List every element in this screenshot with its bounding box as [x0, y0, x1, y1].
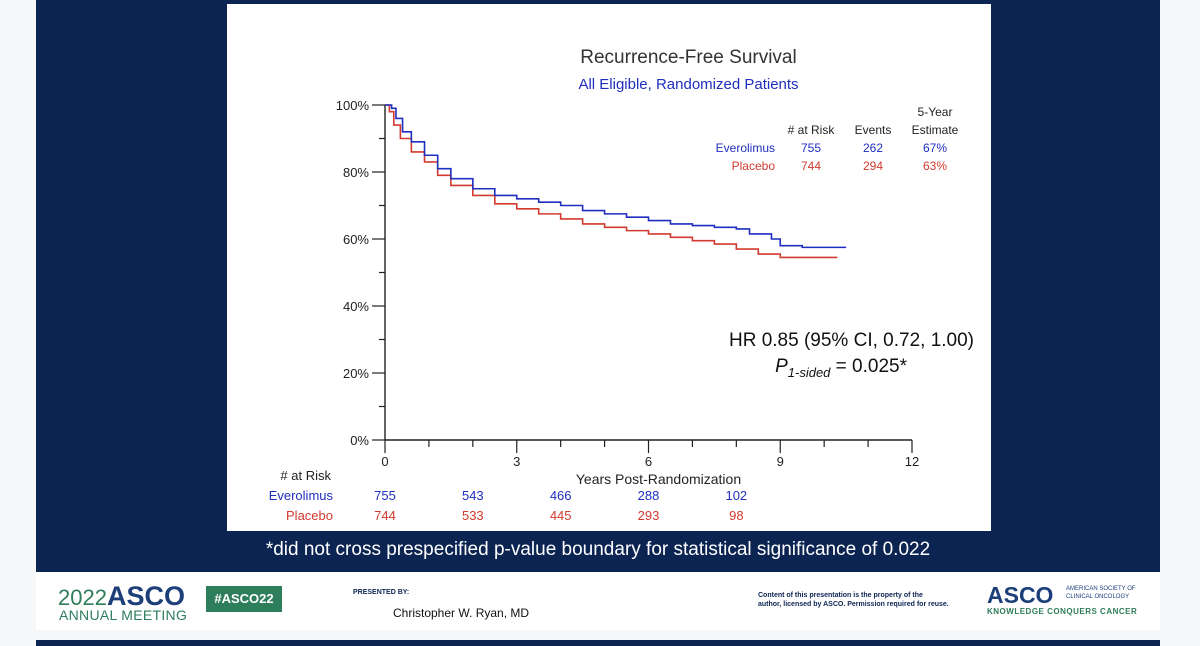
x-tick-label: 6 — [645, 454, 652, 469]
legend-header-estimate-1: 5-Year — [918, 105, 953, 119]
chart-panel: Recurrence-Free Survival All Eligible, Ra… — [227, 4, 991, 531]
legend-header-estimate-2: Estimate — [912, 123, 959, 137]
meeting-org: ASCO — [106, 581, 185, 611]
legend-events-value: 262 — [863, 141, 883, 155]
disclaimer-line-2: author, licensed by ASCO. Permission req… — [758, 601, 949, 608]
x-axis-label: Years Post-Randomization — [576, 471, 741, 487]
x-tick-label: 12 — [905, 454, 919, 469]
x-tick-label: 3 — [513, 454, 520, 469]
risk-table-cell: 466 — [550, 488, 572, 503]
legend-header-at-risk: # at Risk — [788, 123, 836, 137]
legend-estimate-value: 67% — [923, 141, 947, 155]
x-tick-label: 0 — [381, 454, 388, 469]
chart-subtitle: All Eligible, Randomized Patients — [578, 76, 798, 93]
risk-table-cell: 102 — [725, 488, 747, 503]
survival-chart: Recurrence-Free Survival All Eligible, Ra… — [269, 47, 974, 523]
legend-series-name: Everolimus — [716, 141, 775, 155]
p-symbol: P — [775, 356, 788, 377]
disclaimer-line-1: Content of this presentation is the prop… — [758, 592, 923, 599]
p-subscript: 1-sided — [788, 365, 831, 380]
y-tick-label: 100% — [336, 98, 370, 113]
risk-table-header: # at Risk — [280, 468, 331, 483]
risk-table-cell: 288 — [638, 488, 660, 503]
y-tick-label: 0% — [350, 433, 369, 448]
hazard-ratio-annotation: HR 0.85 (95% CI, 0.72, 1.00) — [729, 330, 974, 351]
legend-series-name: Placebo — [732, 159, 776, 173]
chart-title: Recurrence-Free Survival — [580, 47, 796, 68]
risk-table-cell: 533 — [462, 508, 484, 523]
risk-table-cell: 445 — [550, 508, 572, 523]
meeting-name: ANNUAL MEETING — [59, 607, 188, 623]
legend-at-risk-value: 744 — [801, 159, 821, 173]
hashtag-badge: #ASCO22 — [206, 586, 282, 612]
asco-full-name-1: AMERICAN SOCIETY OF — [1066, 586, 1136, 592]
legend-at-risk-value: 755 — [801, 141, 821, 155]
risk-table-row-label: Placebo — [286, 508, 333, 523]
y-tick-label: 80% — [343, 165, 369, 180]
risk-table-cell: 543 — [462, 488, 484, 503]
risk-table-cell: 293 — [638, 508, 660, 523]
legend-estimate-value: 63% — [923, 159, 947, 173]
legend-header-events: Events — [855, 123, 892, 137]
risk-table-cell: 744 — [374, 508, 396, 523]
series-line-placebo — [385, 104, 838, 259]
p-value: = 0.025* — [830, 356, 907, 377]
y-tick-label: 40% — [343, 299, 369, 314]
y-tick-label: 20% — [343, 366, 369, 381]
asco-full-name-2: CLINICAL ONCOLOGY — [1066, 594, 1130, 600]
risk-table-cell: 98 — [729, 508, 743, 523]
asco-logo: ASCO — [987, 582, 1054, 608]
legend-events-value: 294 — [863, 159, 883, 173]
presenter-name: Christopher W. Ryan, MD — [393, 606, 530, 620]
meeting-logo: 2022ASCO — [58, 581, 185, 612]
y-tick-label: 60% — [343, 232, 369, 247]
x-tick-label: 9 — [777, 454, 784, 469]
risk-table-row-label: Everolimus — [269, 488, 334, 503]
meeting-year: 2022 — [58, 585, 107, 610]
p-value-annotation: P1-sided = 0.025* — [775, 356, 908, 380]
footer: 2022ASCO ANNUAL MEETING #ASCO22 PRESENTE… — [36, 572, 1160, 630]
asco-tagline: KNOWLEDGE CONQUERS CANCER — [987, 607, 1138, 616]
presented-by-label: PRESENTED BY: — [353, 589, 410, 596]
footnote: *did not cross prespecified p-value boun… — [265, 539, 931, 560]
bottom-strip — [36, 640, 1160, 646]
series-line-everolimus — [385, 104, 847, 249]
risk-table-cell: 755 — [374, 488, 396, 503]
